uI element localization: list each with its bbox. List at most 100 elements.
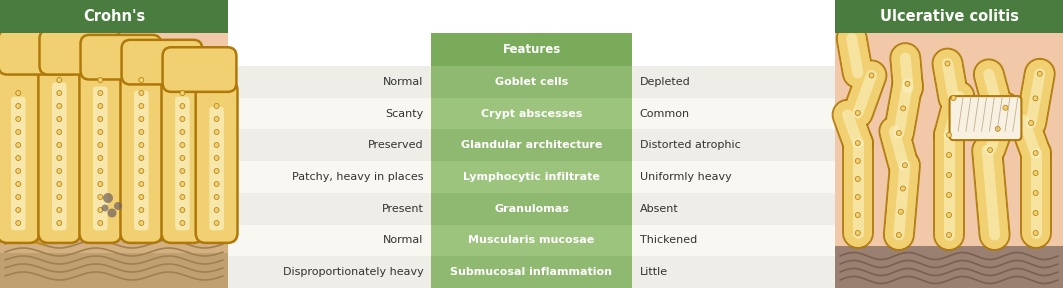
Circle shape [101,204,108,211]
Text: Granulomas: Granulomas [494,204,569,214]
FancyBboxPatch shape [94,86,107,230]
FancyBboxPatch shape [121,40,202,84]
Circle shape [945,61,950,66]
Text: Lymphocytic infiltrate: Lymphocytic infiltrate [463,172,600,182]
Circle shape [98,207,103,213]
Circle shape [214,194,219,200]
Circle shape [16,194,21,200]
Bar [631,256,836,288]
Circle shape [1002,105,1008,110]
Circle shape [856,177,860,181]
Circle shape [856,194,860,200]
Circle shape [16,90,21,96]
Circle shape [180,168,185,173]
FancyBboxPatch shape [39,30,120,75]
Circle shape [56,207,62,213]
Circle shape [98,156,103,160]
Circle shape [868,73,874,78]
Bar [631,161,836,193]
Bar [432,98,631,129]
FancyBboxPatch shape [162,68,203,243]
Circle shape [98,168,103,173]
Text: Uniformly heavy: Uniformly heavy [640,172,731,182]
Circle shape [180,143,185,147]
Bar [432,66,631,98]
Circle shape [56,90,62,96]
Circle shape [896,130,901,135]
Circle shape [214,181,219,187]
Text: Distorted atrophic: Distorted atrophic [640,140,741,150]
Circle shape [946,213,951,217]
FancyBboxPatch shape [120,61,163,243]
Bar [432,193,631,225]
Circle shape [56,103,62,109]
Circle shape [180,130,185,134]
Circle shape [900,186,906,191]
Circle shape [214,168,219,173]
Circle shape [896,232,901,238]
Circle shape [98,194,103,200]
Circle shape [56,168,62,173]
Circle shape [856,158,860,164]
Circle shape [98,77,103,82]
Bar [432,129,631,161]
Circle shape [1037,71,1042,76]
Circle shape [180,103,185,109]
Circle shape [946,192,951,198]
Bar [836,0,1063,33]
Circle shape [856,213,860,217]
Circle shape [16,130,21,134]
Bar [836,246,1063,288]
Circle shape [139,168,144,173]
Circle shape [139,143,144,147]
Bar [631,129,836,161]
Bar [631,225,836,256]
Circle shape [180,90,185,96]
FancyBboxPatch shape [175,97,189,230]
Circle shape [180,181,185,187]
Bar [227,129,432,161]
FancyBboxPatch shape [81,35,162,79]
Text: Patchy, heavy in places: Patchy, heavy in places [292,172,423,182]
Circle shape [16,168,21,173]
Text: Common: Common [640,109,690,119]
Circle shape [1033,190,1039,196]
Bar [432,225,631,256]
Text: Little: Little [640,267,668,277]
Bar [0,233,227,288]
Circle shape [107,209,117,217]
Bar [631,66,836,98]
Text: Normal: Normal [383,235,423,245]
Bar [432,256,631,288]
Circle shape [16,181,21,187]
Circle shape [56,181,62,187]
Circle shape [139,181,144,187]
Text: Depleted: Depleted [640,77,690,87]
Circle shape [214,156,219,160]
Circle shape [180,194,185,200]
Circle shape [1033,151,1039,156]
Circle shape [139,207,144,213]
Text: Crypt abscesses: Crypt abscesses [480,109,583,119]
Circle shape [139,130,144,134]
Circle shape [56,156,62,160]
Circle shape [856,141,860,145]
Circle shape [98,117,103,122]
Circle shape [16,156,21,160]
Circle shape [946,132,951,137]
Circle shape [98,143,103,147]
Circle shape [180,117,185,122]
Text: Ulcerative colitis: Ulcerative colitis [879,9,1018,24]
Bar [0,0,227,33]
Circle shape [114,202,122,210]
Bar [227,0,836,288]
Circle shape [98,130,103,134]
Text: Glandular architecture: Glandular architecture [461,140,602,150]
Circle shape [180,221,185,226]
FancyBboxPatch shape [38,51,80,243]
Circle shape [898,209,904,214]
Circle shape [214,207,219,213]
Bar [432,161,631,193]
Circle shape [98,181,103,187]
Bar [227,193,432,225]
